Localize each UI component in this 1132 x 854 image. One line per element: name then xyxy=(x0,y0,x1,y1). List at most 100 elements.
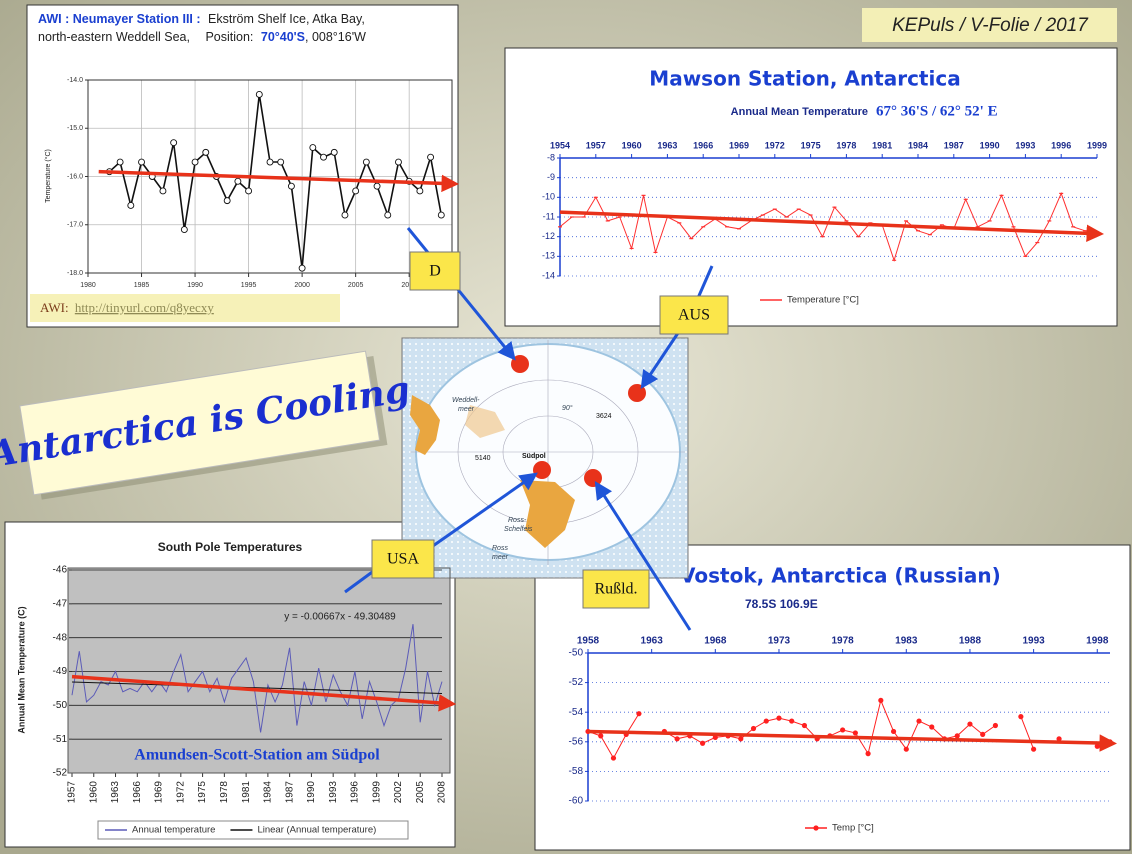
point xyxy=(331,149,337,155)
overlay-text: Amundsen-Scott-Station am Südpol xyxy=(134,747,380,764)
point xyxy=(980,732,985,737)
point xyxy=(1018,714,1023,719)
point xyxy=(342,212,348,218)
x-tick-label: 1975 xyxy=(801,140,821,150)
panel-frame xyxy=(27,5,458,327)
point xyxy=(993,723,998,728)
point xyxy=(353,188,359,194)
x-tick-label: 1990 xyxy=(187,282,203,289)
point xyxy=(299,265,305,271)
map-label: Weddell- xyxy=(452,397,480,404)
chart-title: Mawson Station, Antarctica xyxy=(649,67,960,91)
x-tick-label: 1957 xyxy=(67,781,78,804)
y-tick-label: -14 xyxy=(542,270,555,280)
y-tick-label: -16.0 xyxy=(67,173,83,180)
x-tick-label: 1988 xyxy=(959,636,982,647)
chart-panel: AWI : Neumayer Station III : Ekström She… xyxy=(27,5,458,327)
y-tick-label: -47 xyxy=(53,598,68,609)
title-part: north-eastern Weddell Sea, xyxy=(38,30,190,44)
x-tick-label: 1999 xyxy=(1087,140,1107,150)
point xyxy=(438,212,444,218)
point xyxy=(967,721,972,726)
x-tick-label: 1983 xyxy=(895,636,918,647)
x-tick-label: 1990 xyxy=(306,781,317,804)
point xyxy=(853,730,858,735)
y-tick-label: -50 xyxy=(569,648,584,659)
point xyxy=(171,140,177,146)
station-dot xyxy=(511,355,529,373)
x-tick-label: 1984 xyxy=(263,781,274,804)
point xyxy=(117,159,123,165)
y-tick-label: -46 xyxy=(53,565,68,576)
x-tick-label: 1978 xyxy=(836,140,856,150)
x-tick-label: 1972 xyxy=(175,781,186,804)
point xyxy=(395,159,401,165)
point xyxy=(802,723,807,728)
x-tick-label: 1996 xyxy=(1051,140,1071,150)
y-tick-label: -56 xyxy=(569,736,584,747)
legend-label: Annual temperature xyxy=(132,825,215,836)
point xyxy=(235,178,241,184)
x-tick-label: 1969 xyxy=(154,781,165,804)
map-label: Ross xyxy=(492,545,508,552)
map-label: 3624 xyxy=(596,413,612,420)
y-tick-label: -18.0 xyxy=(67,270,83,277)
source: AWI: http://tinyurl.com/q8yecxy xyxy=(40,300,214,315)
x-tick-label: 1960 xyxy=(88,781,99,804)
map-label: 5140 xyxy=(475,455,491,462)
point xyxy=(840,727,845,732)
y-tick-label: -48 xyxy=(53,632,68,643)
y-tick-label: -15.0 xyxy=(67,125,83,132)
x-tick-label: 1995 xyxy=(241,282,257,289)
x-tick-label: 1980 xyxy=(80,282,96,289)
y-tick-label: -54 xyxy=(569,707,584,718)
point xyxy=(139,159,145,165)
point xyxy=(246,188,252,194)
point xyxy=(764,718,769,723)
point xyxy=(192,159,198,165)
point xyxy=(700,741,705,746)
y-axis-title: Annual Mean Temperature (C) xyxy=(16,606,26,733)
y-tick-label: -11 xyxy=(543,211,555,221)
point xyxy=(1031,747,1036,752)
legend-label: Linear (Annual temperature) xyxy=(257,825,376,836)
station-dot xyxy=(584,469,602,487)
title-part: 70°40'S xyxy=(261,30,305,44)
point xyxy=(611,755,616,760)
y-tick-label: -50 xyxy=(53,700,68,711)
title-part: Ekström Shelf Ice, Atka Bay, xyxy=(208,12,365,26)
x-tick-label: 1957 xyxy=(586,140,606,150)
point xyxy=(374,183,380,189)
x-tick-label: 1973 xyxy=(768,636,791,647)
country-label: AUS xyxy=(678,307,710,324)
y-tick-label: -52 xyxy=(53,768,68,779)
station-dot xyxy=(533,461,551,479)
x-tick-label: 2002 xyxy=(393,781,404,804)
x-tick-label: 1963 xyxy=(641,636,664,647)
country-label: D xyxy=(429,263,441,280)
point xyxy=(310,145,316,151)
x-tick-label: 1960 xyxy=(622,140,642,150)
point xyxy=(789,718,794,723)
point xyxy=(181,227,187,233)
x-tick-label: 1968 xyxy=(704,636,727,647)
point xyxy=(878,698,883,703)
y-tick-label: -60 xyxy=(569,796,584,807)
point xyxy=(417,188,423,194)
country-label: Rußld. xyxy=(594,581,637,598)
point xyxy=(128,202,134,208)
legend-label: Temperature [°C] xyxy=(787,295,859,306)
x-tick-label: 1985 xyxy=(134,282,150,289)
slide: KEPuls / V-Folie / 2017 AWI : Neumayer S… xyxy=(0,0,1132,854)
point xyxy=(776,716,781,721)
point xyxy=(160,188,166,194)
source-link[interactable]: http://tinyurl.com/q8yecxy xyxy=(75,300,215,315)
x-tick-label: 1984 xyxy=(908,140,928,150)
x-tick-label: 2005 xyxy=(348,282,364,289)
title-part: AWI : Neumayer Station III : xyxy=(38,12,201,26)
y-tick-label: -58 xyxy=(569,766,584,777)
chart-subtitle: Annual Mean Temperature xyxy=(731,106,868,118)
chart-title: AWI : Neumayer Station III : Ekström She… xyxy=(38,12,365,26)
map: Weddell- meer 90° Südpol 3624 5140 Ross-… xyxy=(402,338,688,578)
map-label: Ross- xyxy=(508,517,527,524)
